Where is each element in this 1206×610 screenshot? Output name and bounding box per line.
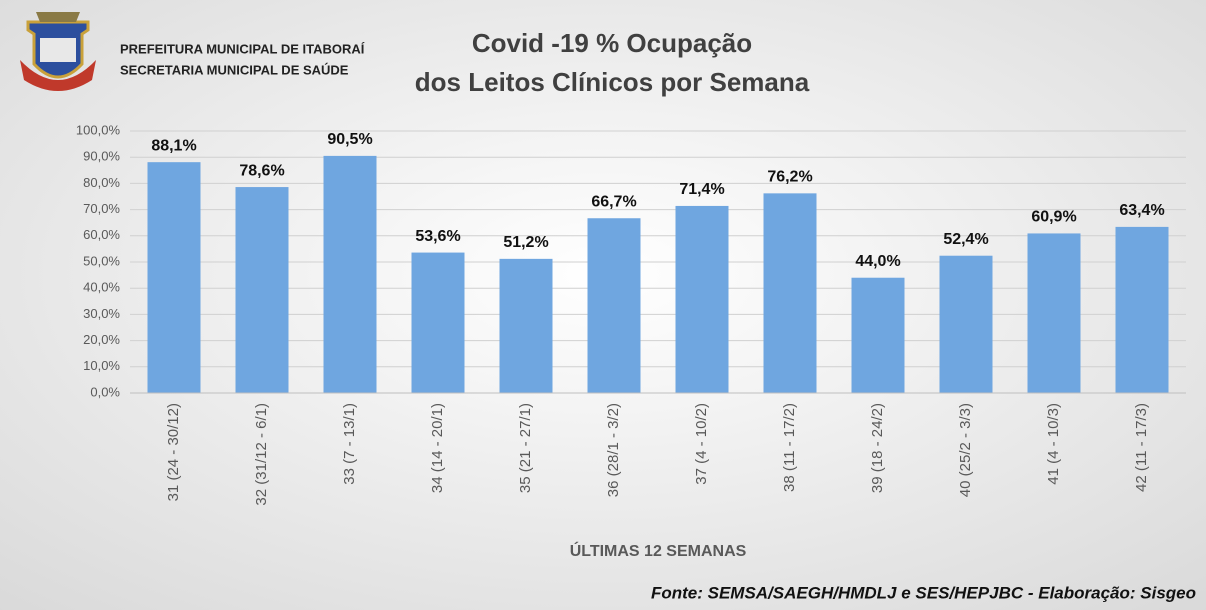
data-label: 90,5% xyxy=(327,131,372,148)
y-tick-label: 80,0% xyxy=(83,175,120,190)
bar xyxy=(323,155,377,393)
data-label: 53,6% xyxy=(415,228,460,245)
y-tick-label: 50,0% xyxy=(83,253,120,268)
bar xyxy=(499,258,553,393)
bar xyxy=(851,277,905,393)
y-tick-label: 70,0% xyxy=(83,201,120,216)
header-line: SECRETARIA MUNICIPAL DE SAÚDE xyxy=(120,62,349,77)
source-note: Fonte: SEMSA/SAEGH/HMDLJ e SES/HEPJBC - … xyxy=(651,583,1196,602)
data-label: 76,2% xyxy=(767,169,812,186)
x-axis-label: ÚLTIMAS 12 SEMANAS xyxy=(570,541,747,560)
data-label: 52,4% xyxy=(943,231,988,248)
x-tick-label: 34 (14 - 20/1) xyxy=(429,403,446,493)
y-tick-label: 10,0% xyxy=(83,358,120,373)
y-tick-label: 60,0% xyxy=(83,227,120,242)
y-tick-label: 0,0% xyxy=(90,384,120,399)
data-label: 88,1% xyxy=(151,137,196,154)
x-tick-label: 37 (4 - 10/2) xyxy=(693,403,710,485)
logo xyxy=(20,12,96,91)
data-label: 44,0% xyxy=(855,253,900,270)
bar xyxy=(411,252,465,393)
y-tick-label: 100,0% xyxy=(76,122,121,137)
x-tick-label: 39 (18 - 24/2) xyxy=(869,403,886,493)
x-tick-label: 41 (4 - 10/3) xyxy=(1045,403,1062,485)
y-tick-label: 40,0% xyxy=(83,280,120,295)
bar xyxy=(587,218,641,393)
bar xyxy=(939,255,993,393)
data-label: 63,4% xyxy=(1119,202,1164,219)
header-line: PREFEITURA MUNICIPAL DE ITABORAÍ xyxy=(120,41,365,56)
chart-title: dos Leitos Clínicos por Semana xyxy=(415,67,810,97)
x-tick-label: 31 (24 - 30/12) xyxy=(165,403,182,501)
data-label: 51,2% xyxy=(503,234,548,251)
data-label: 66,7% xyxy=(591,193,636,210)
x-tick-label: 42 (11 - 17/3) xyxy=(1133,403,1150,492)
x-tick-label: 38 (11 - 17/2) xyxy=(781,403,798,492)
data-label: 78,6% xyxy=(239,162,284,179)
x-tick-label: 33 (7 - 13/1) xyxy=(341,403,358,485)
data-label: 71,4% xyxy=(679,181,724,198)
bar xyxy=(675,205,729,393)
x-tick-label: 40 (25/2 - 3/3) xyxy=(957,403,974,497)
x-tick-label: 32 (31/12 - 6/1) xyxy=(253,403,270,506)
x-tick-label: 36 (28/1 - 3/2) xyxy=(605,403,622,497)
bar xyxy=(1115,226,1169,393)
bar xyxy=(763,193,817,393)
y-tick-label: 90,0% xyxy=(83,149,120,164)
y-tick-label: 30,0% xyxy=(83,306,120,321)
y-tick-label: 20,0% xyxy=(83,332,120,347)
bar xyxy=(1027,233,1081,393)
bar xyxy=(147,162,201,393)
bar xyxy=(235,187,289,393)
x-tick-label: 35 (21 - 27/1) xyxy=(517,403,534,493)
data-label: 60,9% xyxy=(1031,209,1076,226)
chart-title: Covid -19 % Ocupação xyxy=(472,28,752,58)
